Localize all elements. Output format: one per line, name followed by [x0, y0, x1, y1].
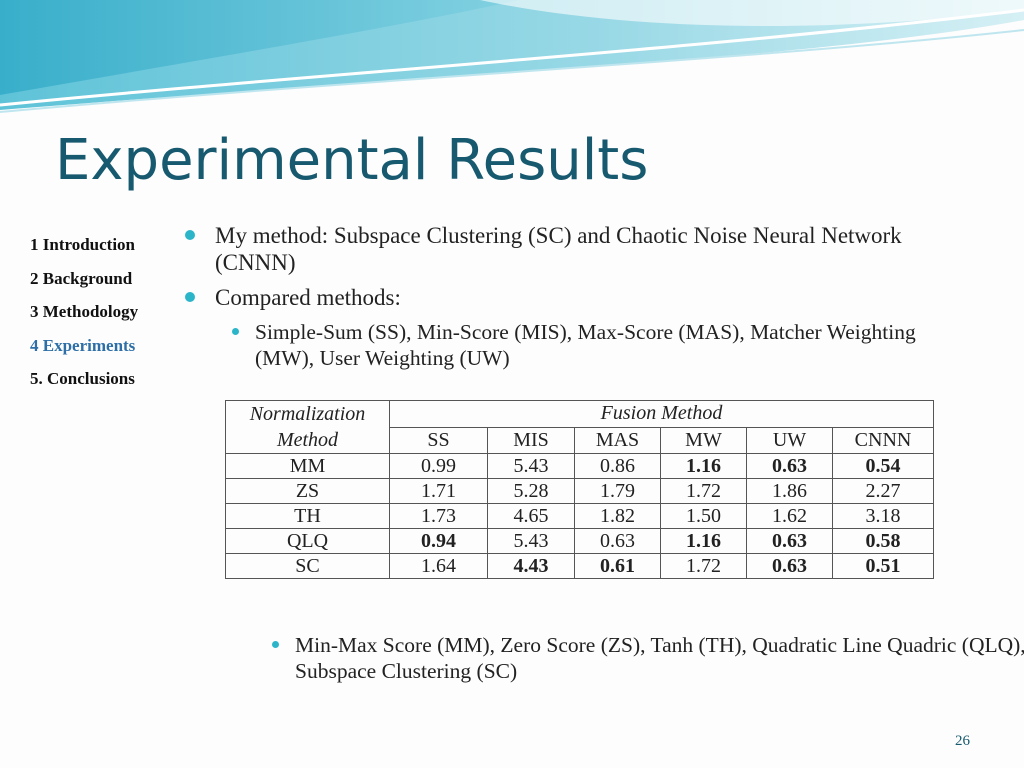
cell: 1.16 — [660, 453, 747, 479]
column-header: MW — [660, 426, 747, 454]
cell: 0.63 — [746, 528, 833, 554]
row-header: SC — [225, 553, 390, 579]
cell: 0.63 — [746, 453, 833, 479]
nav-item[interactable]: 4 Experiments — [30, 335, 136, 355]
row-header: ZS — [225, 478, 390, 504]
cell: 1.62 — [746, 503, 833, 529]
row-header: MM — [225, 453, 390, 479]
nav-item[interactable]: 5. Conclusions — [30, 369, 135, 389]
corner-header: Normalization Method — [225, 400, 390, 454]
cell: 1.73 — [389, 503, 488, 529]
cell: 5.28 — [487, 478, 575, 504]
cell: 4.43 — [487, 553, 575, 579]
header-row: Normalization Method Fusion Method — [225, 400, 934, 454]
slide-title: Experimental Results — [55, 128, 649, 193]
cell: 0.61 — [574, 553, 661, 579]
cell: 0.86 — [574, 453, 661, 479]
data-row: SC 1.64 4.43 0.61 1.72 0.63 0.51 — [225, 553, 934, 579]
cell: 5.43 — [487, 528, 575, 554]
data-row: QLQ 0.94 5.43 0.63 1.16 0.63 0.58 — [225, 528, 934, 554]
cell: 0.63 — [574, 528, 661, 554]
cell: 1.72 — [660, 478, 747, 504]
nav-item[interactable]: 3 Methodology — [30, 302, 139, 322]
cell: 1.71 — [389, 478, 488, 504]
results-table: Normalization Method Fusion Method SS MIS MA… — [225, 400, 934, 579]
cell: 1.86 — [746, 478, 833, 504]
data-row: MM 0.99 5.43 0.86 1.16 0.63 0.54 — [225, 453, 934, 479]
bullet-list: My method: Subspace Clustering (SC) and … — [185, 222, 975, 379]
cell: 1.82 — [574, 503, 661, 529]
bullet: Compared methods: — [185, 284, 975, 311]
group-header: Fusion Method — [389, 400, 934, 428]
column-header: MIS — [487, 426, 575, 454]
data-row: TH 1.73 4.65 1.82 1.50 1.62 3.18 — [225, 503, 934, 529]
cell: 0.63 — [746, 553, 833, 579]
footnote-bullet: Min-Max Score (MM), Zero Score (ZS), Tan… — [225, 632, 1024, 684]
data-row: ZS 1.71 5.28 1.79 1.72 1.86 2.27 — [225, 478, 934, 504]
bullet: Simple-Sum (SS), Min-Score (MIS), Max-Sc… — [185, 319, 975, 371]
page-number: 26 — [955, 733, 970, 749]
cell: 4.65 — [487, 503, 575, 529]
column-header: UW — [746, 426, 833, 454]
cell: 3.18 — [832, 503, 934, 529]
nav-item[interactable]: 1 Introduction — [30, 235, 136, 254]
bullet: My method: Subspace Clustering (SC) and … — [185, 222, 975, 276]
cell: 5.43 — [487, 453, 575, 479]
column-header: MAS — [574, 426, 661, 454]
header-waves — [0, 0, 1024, 113]
cell: 0.58 — [832, 528, 934, 554]
cell: 0.99 — [389, 453, 488, 479]
cell: 0.51 — [832, 553, 934, 579]
row-header: TH — [225, 503, 390, 529]
cell: 1.64 — [389, 553, 488, 579]
column-row: SS MIS MAS MW UW CNNN — [226, 426, 934, 454]
cell: 0.54 — [832, 453, 934, 479]
nav-item[interactable]: 2 Background — [30, 268, 133, 288]
sidebar-nav: 1 Introduction 2 Background 3 Methodology 4… — [30, 235, 138, 403]
cell: 1.50 — [660, 503, 747, 529]
cell: 2.27 — [832, 478, 934, 504]
cell: 0.94 — [389, 528, 488, 554]
cell: 1.16 — [660, 528, 747, 554]
cell: 1.72 — [660, 553, 747, 579]
cell: 1.79 — [574, 478, 661, 504]
column-header: CNNN — [832, 426, 934, 454]
row-header: QLQ — [225, 528, 390, 554]
column-header: SS — [389, 426, 488, 454]
